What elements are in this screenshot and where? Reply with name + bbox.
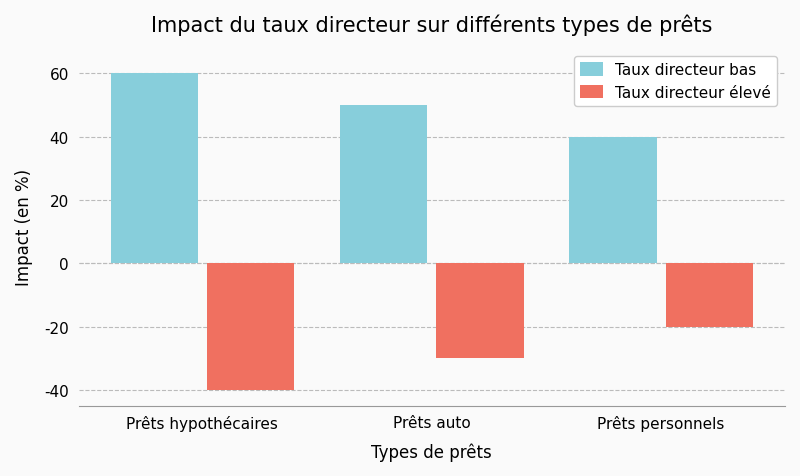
Bar: [110, 74, 198, 264]
Legend: Taux directeur bas, Taux directeur élevé: Taux directeur bas, Taux directeur élevé: [574, 57, 778, 107]
Bar: [570, 138, 657, 264]
Bar: [436, 264, 523, 358]
Bar: [340, 106, 427, 264]
Bar: [207, 264, 294, 390]
Y-axis label: Impact (en %): Impact (en %): [15, 169, 33, 286]
Bar: [666, 264, 753, 327]
X-axis label: Types de prêts: Types de prêts: [371, 443, 492, 461]
Title: Impact du taux directeur sur différents types de prêts: Impact du taux directeur sur différents …: [151, 15, 713, 37]
